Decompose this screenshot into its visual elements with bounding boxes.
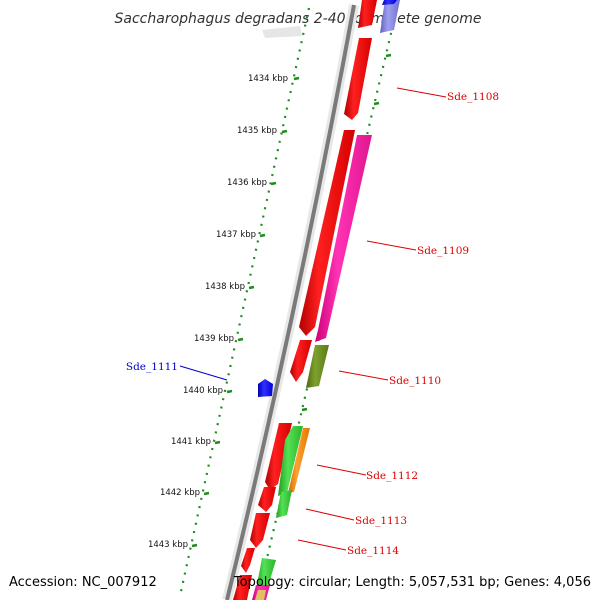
gene-red-block[interactable] — [290, 340, 312, 382]
gene-sde-1114[interactable] — [256, 558, 276, 590]
tick-mark — [237, 337, 244, 342]
gene-red-block[interactable] — [258, 487, 276, 512]
tick-label: 1442 kbp — [160, 488, 200, 498]
backbone-shadow — [222, 4, 359, 600]
tick-mark — [214, 440, 221, 445]
tick-mark — [203, 491, 210, 496]
gene-feature[interactable] — [382, 0, 397, 5]
gene-sde-1111[interactable] — [258, 379, 273, 397]
tick-mark — [293, 76, 300, 81]
scale-dotted-line — [178, 7, 311, 597]
tick-label: 1441 kbp — [171, 437, 211, 447]
gene-red-block[interactable] — [233, 575, 252, 600]
tick-label: 1439 kbp — [194, 334, 234, 344]
tick-mark — [270, 181, 277, 186]
genome-backbone — [225, 4, 356, 600]
gene-sde-1113[interactable] — [276, 490, 292, 518]
gene-label-sde-1108[interactable]: Sde_1108 — [447, 91, 499, 103]
tick-mark — [191, 543, 198, 548]
faded-feature — [262, 26, 302, 38]
gene-labels: Sde_1108 Sde_1109 Sde_1110 Sde_1111 Sde_… — [126, 91, 499, 557]
tick-mark — [226, 389, 233, 394]
tick-label: 1437 kbp — [216, 230, 256, 240]
tick-mark — [248, 285, 255, 290]
tick-mark — [259, 233, 266, 238]
tick-label: 1440 kbp — [183, 386, 223, 396]
tick-label: 1438 kbp — [205, 282, 245, 292]
gene-label-sde-1110[interactable]: Sde_1110 — [389, 375, 441, 387]
genome-summary-text: Topology: circular; Length: 5,057,531 bp… — [233, 575, 591, 590]
scale-ticks — [191, 76, 300, 548]
accession-text: Accession: NC_007912 — [9, 575, 157, 590]
gene-feature[interactable] — [380, 0, 400, 33]
scale-labels: 1434 kbp 1435 kbp 1436 kbp 1437 kbp 1438… — [148, 74, 288, 550]
map-title: Saccharophagus degradans 2-40, complete … — [115, 11, 482, 27]
tick-mark — [281, 129, 288, 134]
gene-sde-1110[interactable] — [306, 345, 329, 388]
gene-feature[interactable] — [255, 590, 266, 600]
gene-label-sde-1113[interactable]: Sde_1113 — [355, 515, 407, 527]
label-leaders — [179, 87, 447, 551]
gene-red-block[interactable] — [241, 548, 255, 573]
tick-label: 1436 kbp — [227, 178, 267, 188]
gene-label-sde-1114[interactable]: Sde_1114 — [347, 545, 399, 557]
gene-label-sde-1111[interactable]: Sde_1111 — [126, 361, 178, 373]
gene-sde-1109[interactable] — [315, 135, 372, 342]
gene-label-sde-1112[interactable]: Sde_1112 — [366, 470, 418, 482]
gene-label-sde-1109[interactable]: Sde_1109 — [417, 245, 469, 257]
gene-feature[interactable] — [358, 0, 377, 28]
tick-label: 1434 kbp — [248, 74, 288, 84]
gene-sde-1112[interactable] — [278, 426, 303, 496]
gene-sde-1108[interactable] — [344, 38, 372, 120]
tick-label: 1435 kbp — [237, 126, 277, 136]
tick-label: 1443 kbp — [148, 540, 188, 550]
gene-red-block[interactable] — [299, 130, 355, 336]
gene-red-block[interactable] — [250, 513, 270, 548]
gene-orange[interactable] — [288, 428, 310, 493]
